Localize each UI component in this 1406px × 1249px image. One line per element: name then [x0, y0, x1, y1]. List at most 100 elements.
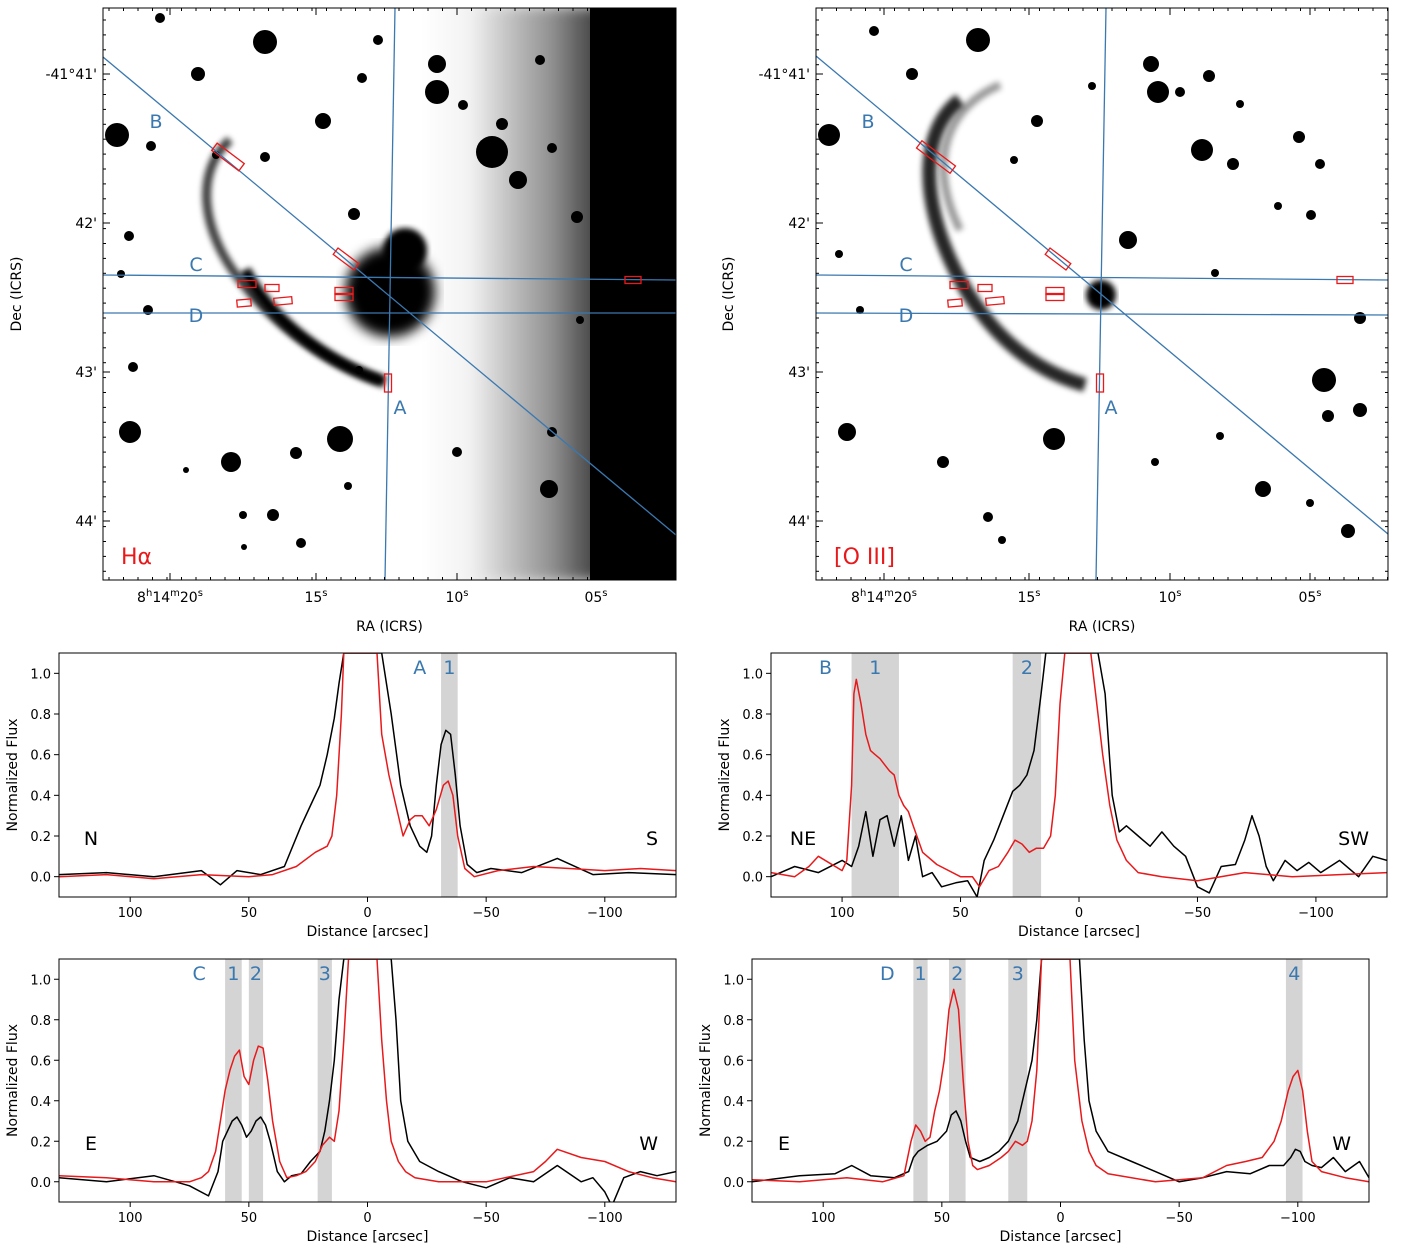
x-tick-label: 100	[811, 1211, 836, 1226]
x-tick-label: −100	[1298, 906, 1334, 921]
x-tick-label: −50	[472, 906, 499, 921]
band-label: 2	[250, 963, 262, 985]
shaded-band	[317, 959, 332, 1202]
x-tick-label: 50	[241, 1211, 258, 1226]
direction-label-left: NE	[790, 828, 816, 850]
aperture-box	[1095, 373, 1105, 393]
field-stars	[105, 13, 584, 550]
band-label: 3	[1012, 963, 1024, 985]
y-tick-label: 0.8	[723, 1014, 744, 1029]
aperture-box	[334, 292, 354, 302]
profile-slit-label: C	[192, 963, 205, 985]
y-tick-label: 1.0	[742, 667, 763, 682]
x-tick-label: 50	[952, 906, 969, 921]
image-panel-oiii	[816, 8, 1388, 580]
dec-tick-label: 44'	[75, 514, 97, 530]
series-line-red	[59, 959, 676, 1183]
slit-label-A: A	[1105, 397, 1118, 419]
y-tick-label: 0.6	[30, 1054, 51, 1069]
band-label: 4	[1288, 963, 1300, 985]
y-tick-label: 0.8	[30, 708, 51, 723]
y-tick-label: 1.0	[723, 973, 744, 988]
profile-panel-B: 1 2 B NE SW 100 50 0 −50 −100 0.0 0.2 0.4 0.6 0.8 1.0 Di…	[717, 652, 1388, 940]
field-stars	[818, 26, 1367, 544]
plot-ylabel: Normalized Flux	[698, 1024, 714, 1137]
y-tick-label: 0.4	[723, 1095, 744, 1110]
slit-label-C: C	[189, 254, 202, 276]
plot-xlabel: Distance [arcsec]	[307, 924, 429, 940]
shaded-band	[1008, 959, 1028, 1202]
plot-xlabel: Distance [arcsec]	[307, 1229, 429, 1245]
band-label: 2	[951, 963, 963, 985]
y-tick-label: 0.2	[30, 1135, 51, 1150]
y-tick-label: 0.0	[30, 871, 51, 886]
dec-tick-label: 43'	[75, 365, 97, 381]
plot-xlabel: Distance [arcsec]	[1018, 924, 1140, 940]
x-tick-label: 0	[363, 1211, 371, 1226]
dec-tick-label: -41°41'	[758, 67, 810, 83]
band-label: 2	[1021, 657, 1033, 679]
plot-ylabel: Normalized Flux	[5, 719, 21, 832]
slit-line-D	[815, 312, 1389, 316]
shaded-band	[1285, 959, 1303, 1202]
profile-slit-label: D	[880, 963, 895, 985]
series-line-black	[771, 653, 1387, 897]
plot-area	[771, 653, 1387, 897]
shaded-band	[248, 959, 264, 1202]
ra-tick-label: 8h14m20s	[137, 588, 203, 606]
filter-label: [O III]	[834, 545, 895, 570]
dec-tick-label: 44'	[788, 514, 810, 530]
slit-overlays: A B C D A B C D	[102, 7, 1389, 581]
x-tick-label: 0	[1075, 906, 1083, 921]
dec-tick-label: 43'	[788, 365, 810, 381]
profile-slit-label: B	[819, 657, 832, 679]
y-tick-label: 0.0	[742, 871, 763, 886]
aperture-box	[624, 275, 642, 285]
y-tick-label: 0.4	[30, 789, 51, 804]
aperture-box	[1045, 292, 1065, 302]
direction-label-right: W	[639, 1133, 658, 1155]
dec-tick-label: 42'	[75, 216, 97, 232]
plot-area	[59, 959, 676, 1202]
x-tick-label: 0	[1056, 1211, 1064, 1226]
y-tick-label: 0.6	[30, 749, 51, 764]
y-tick-label: 0.8	[742, 708, 763, 723]
series-line-red	[59, 653, 676, 880]
slit-line-A	[384, 7, 396, 581]
ra-tick-label: 05s	[584, 588, 607, 606]
y-tick-label: 0.8	[30, 1014, 51, 1029]
series-line-red	[771, 653, 1387, 888]
aperture-box	[1336, 275, 1354, 285]
x-tick-label: 100	[118, 906, 143, 921]
ra-tick-label: 10s	[445, 588, 468, 606]
slit-line-B	[815, 55, 1389, 535]
image-frame	[102, 7, 677, 581]
x-tick-label: 50	[934, 1211, 951, 1226]
aperture-box	[273, 296, 293, 306]
nebula-arc	[922, 94, 1087, 392]
x-tick-label: −50	[472, 1211, 499, 1226]
profile-panel-D: 1 2 3 4 D E W 100 50 0 −50 −100 0.0 0.2 0.4 0.6 0.8 1.0 Di…	[698, 958, 1370, 1245]
image-ylabel: Dec (ICRS)	[721, 257, 737, 332]
plot-xlabel: Distance [arcsec]	[1000, 1229, 1122, 1245]
shaded-band	[948, 959, 966, 1202]
y-tick-label: 0.6	[742, 749, 763, 764]
slit-label-D: D	[189, 305, 204, 327]
direction-label-right: W	[1332, 1133, 1351, 1155]
slit-line-B	[102, 56, 677, 536]
ra-tick-label: 10s	[1158, 588, 1181, 606]
x-tick-label: 100	[830, 906, 855, 921]
aperture-box	[947, 298, 963, 308]
plot-frame	[58, 652, 677, 898]
band-label: 1	[869, 657, 881, 679]
band-label: 1	[443, 657, 455, 679]
ra-tick-label: 15s	[1017, 588, 1040, 606]
slit-label-C: C	[899, 254, 912, 276]
profile-panel-C: 1 2 3 C E W 100 50 0 −50 −100 0.0 0.2 0.4 0.6 0.8 1.0 Dis…	[5, 958, 677, 1245]
band-label: 3	[319, 963, 331, 985]
slit-line-C	[815, 274, 1389, 281]
aperture-box	[1044, 247, 1072, 271]
shaded-band	[913, 959, 928, 1202]
